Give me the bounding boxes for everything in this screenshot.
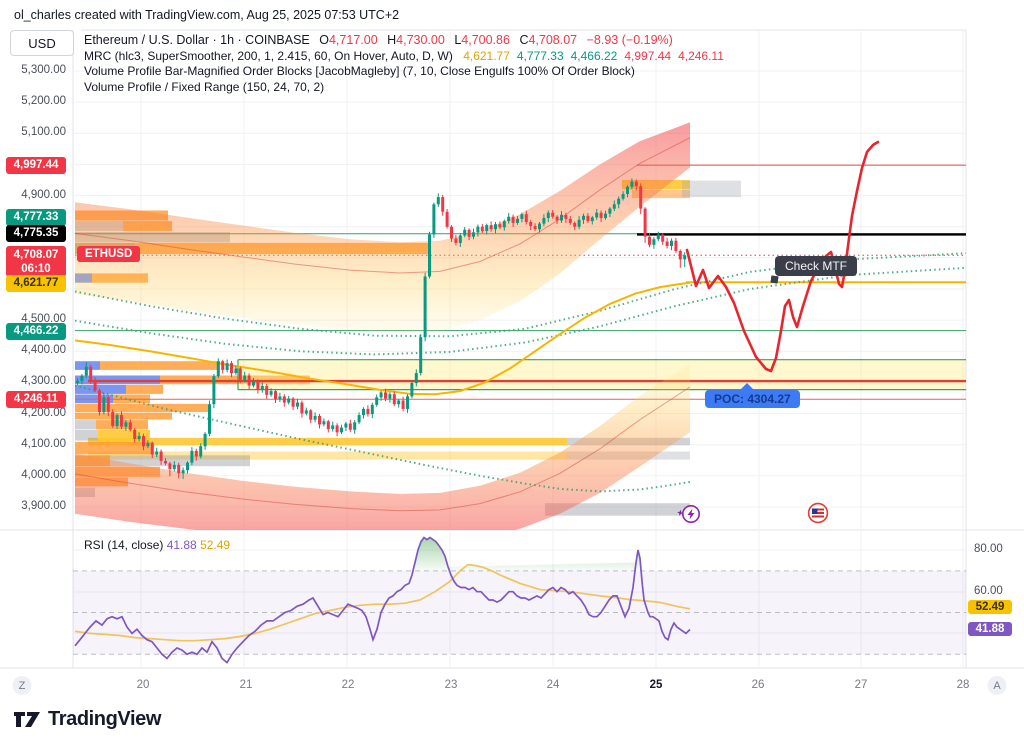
scale-toggle-z[interactable]: Z <box>12 676 32 695</box>
price-axis-label: 5,200.00 <box>21 95 66 107</box>
price-axis-label: 3,900.00 <box>21 500 66 512</box>
time-axis-label: 20 <box>136 679 150 691</box>
time-axis-label: 21 <box>239 679 253 691</box>
time-axis-label: 28 <box>956 679 970 691</box>
rsi-value: 41.88 <box>166 538 197 552</box>
rsi-axis-badge: 41.88 <box>968 622 1012 636</box>
mrc-value: 4,997.44 <box>624 48 672 63</box>
flash-event-icon[interactable] <box>674 503 702 530</box>
price-axis-label: 5,100.00 <box>21 126 66 138</box>
us-flag-event-icon[interactable] <box>807 502 831 531</box>
rsi-ma-value: 52.49 <box>200 538 231 552</box>
currency-unit-button[interactable]: USD <box>10 30 74 56</box>
price-axis-badge: 4,246.11 <box>6 390 66 408</box>
mrc-value: 4,621.77 <box>463 48 510 63</box>
close-label: C <box>519 33 529 47</box>
sparkle-icon <box>677 509 684 516</box>
lightning-icon <box>687 508 695 520</box>
us-flag-icon <box>812 508 824 518</box>
close-value: 4,708.07 <box>528 33 578 47</box>
time-axis-label: 27 <box>854 679 868 691</box>
tradingview-logo-icon <box>14 711 40 727</box>
price-axis-label: 4,200.00 <box>21 407 66 419</box>
attribution-text: ol_charles created with TradingView.com,… <box>14 8 400 22</box>
price-axis-label: 4,500.00 <box>21 313 66 325</box>
tradingview-logo-text: TradingView <box>48 708 162 730</box>
legend-volume-profile-ob-row[interactable]: Volume Profile Bar-Magnified Order Block… <box>84 64 724 80</box>
volume-profile-fr-title: Volume Profile / Fixed Range (150, 24, 7… <box>84 79 325 94</box>
price-axis-badge: 4,708.07 06:10 <box>6 245 66 277</box>
price-axis-badge: 4,777.33 <box>6 208 66 226</box>
legend-volume-profile-fr-row[interactable]: Volume Profile / Fixed Range (150, 24, 7… <box>84 80 724 96</box>
price-axis-label: 4,400.00 <box>21 344 66 356</box>
rsi-axis-label: 60.00 <box>974 585 1003 597</box>
rsi-axis-label: 80.00 <box>974 543 1003 555</box>
time-axis-label: 25 <box>649 679 663 691</box>
legend-symbol-row[interactable]: Ethereum / U.S. Dollar · 1h · COINBASE O… <box>84 33 724 49</box>
rsi-axis-badge: 52.49 <box>968 600 1012 614</box>
mrc-value: 4,246.11 <box>678 48 724 63</box>
change-value: −8.93 (−0.19%) <box>586 33 673 47</box>
poc-badge[interactable]: POC: 4304.27 <box>705 383 800 408</box>
mrc-value: 4,777.33 <box>516 48 564 63</box>
scale-toggle-a[interactable]: A <box>987 676 1007 695</box>
tradingview-logo[interactable]: TradingView <box>14 708 161 731</box>
price-axis-label: 4,100.00 <box>21 438 66 450</box>
high-label: H <box>387 33 397 47</box>
price-axis-label: 4,000.00 <box>21 469 66 481</box>
mrc-indicator-title: MRC (hlc3, SuperSmoother, 200, 1, 2.415,… <box>84 48 453 63</box>
price-axis-badge: 4,775.35 <box>6 224 66 242</box>
symbol-price-label: ETHUSD <box>77 246 141 262</box>
price-axis-badge: 4,997.44 <box>6 156 66 174</box>
symbol-title: Ethereum / U.S. Dollar · 1h · COINBASE <box>84 33 310 47</box>
chart-legend: Ethereum / U.S. Dollar · 1h · COINBASE O… <box>84 33 724 95</box>
open-value: 4,717.00 <box>328 33 378 47</box>
rsi-title: RSI (14, close) <box>84 538 164 552</box>
mrc-value: 4,466.22 <box>570 48 618 63</box>
volume-profile-ob-title: Volume Profile Bar-Magnified Order Block… <box>84 64 635 78</box>
price-axis-label: 4,900.00 <box>21 189 66 201</box>
price-axis-label: 5,300.00 <box>21 64 66 76</box>
open-label: O <box>319 33 329 47</box>
mrc-values: 4,621.77 4,777.33 4,466.22 4,997.44 4,246.11 <box>456 49 724 63</box>
time-axis-label: 26 <box>751 679 765 691</box>
time-axis-label: 23 <box>444 679 458 691</box>
price-axis-label: 4,300.00 <box>21 375 66 387</box>
high-value: 4,730.00 <box>396 33 445 47</box>
check-mtf-callout[interactable]: Check MTF <box>775 256 858 276</box>
legend-mrc-row[interactable]: MRC (hlc3, SuperSmoother, 200, 1, 2.415,… <box>84 49 724 65</box>
price-axis-badge: 4,621.77 <box>6 274 66 292</box>
low-label: L <box>454 33 462 47</box>
price-axis-badge: 4,466.22 <box>6 322 66 340</box>
low-value: 4,700.86 <box>461 33 510 47</box>
time-axis-label: 22 <box>341 679 355 691</box>
time-axis-label: 24 <box>546 679 560 691</box>
rsi-legend[interactable]: RSI (14, close) 41.88 52.49 <box>84 538 230 552</box>
